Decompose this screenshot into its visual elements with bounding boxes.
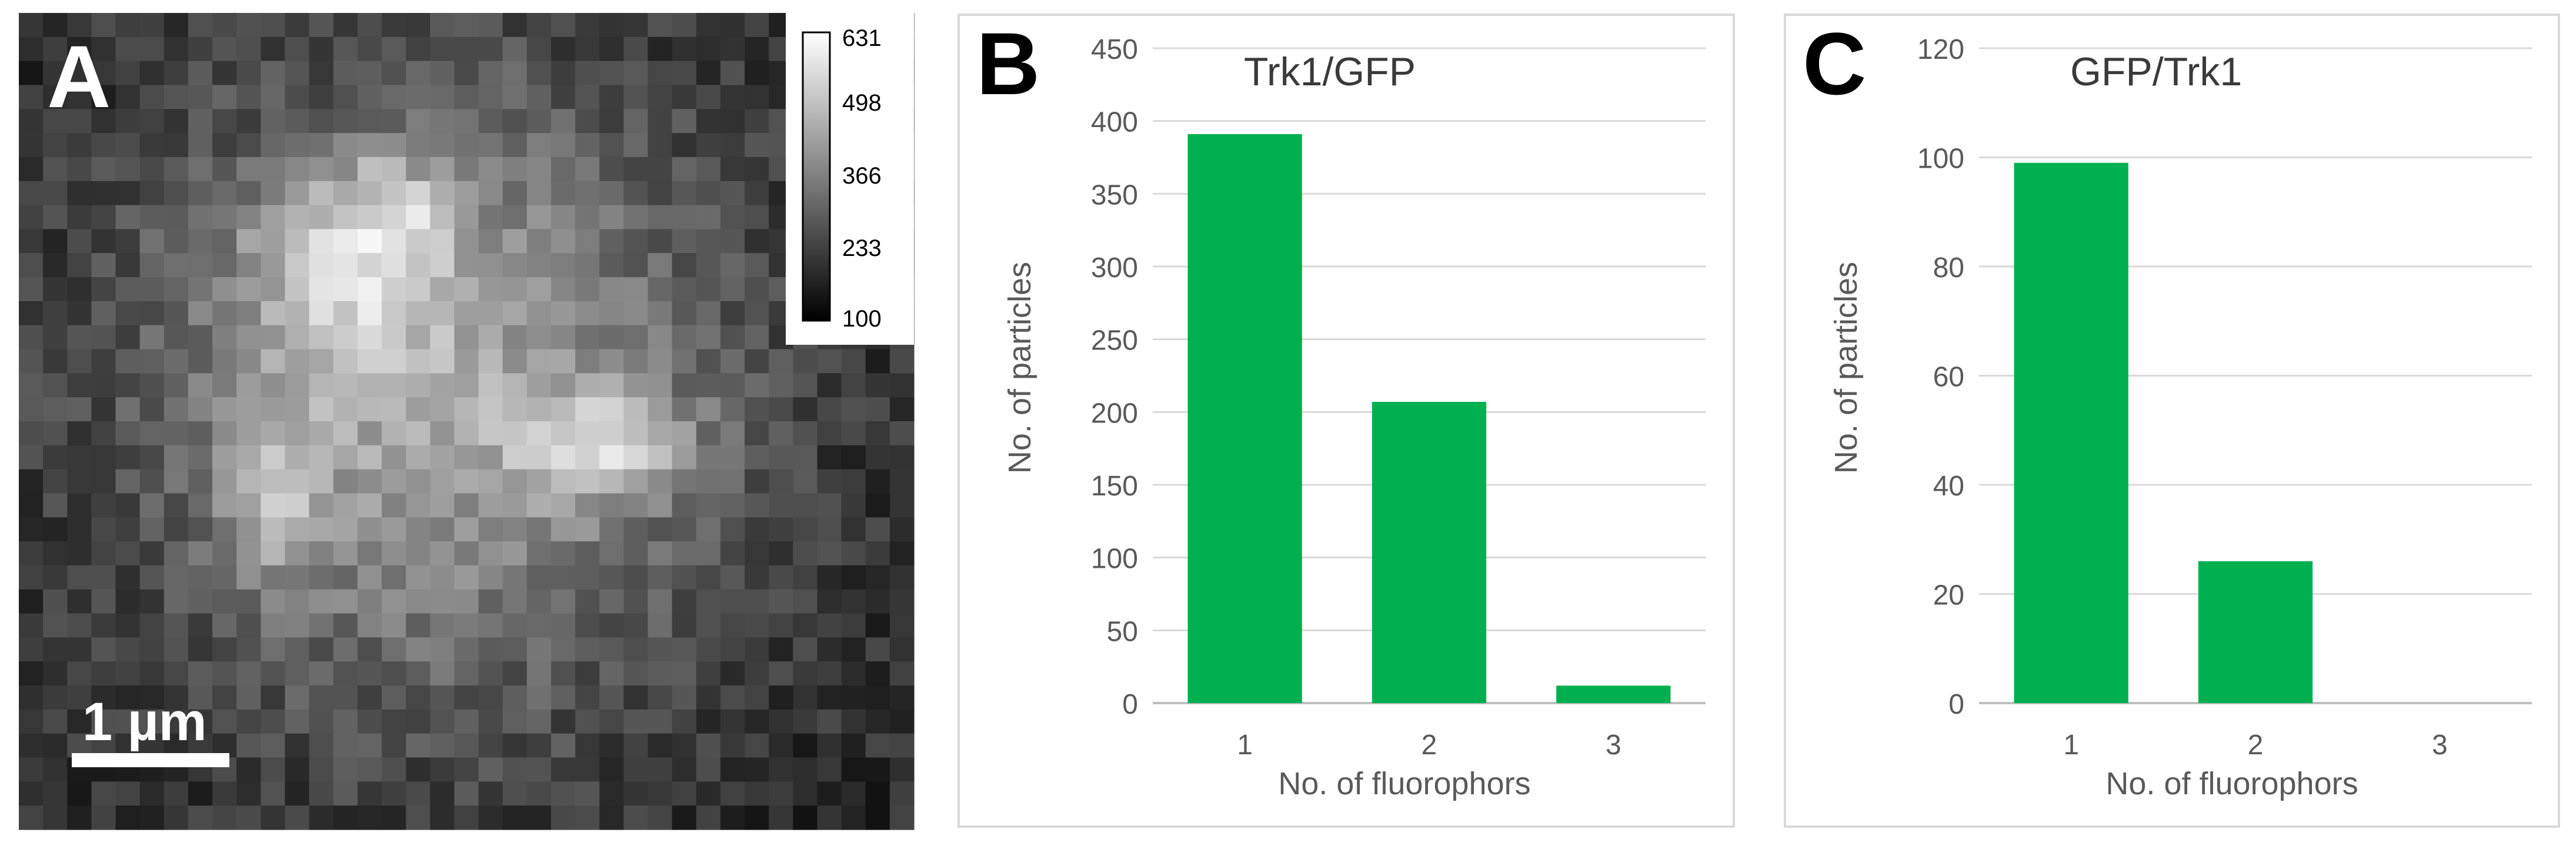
bar	[1372, 402, 1487, 703]
bar	[2198, 561, 2313, 703]
colorbar-tick-label: 498	[842, 90, 882, 116]
y-tick-label: 400	[1091, 107, 1138, 138]
x-tick-label: 2	[2248, 730, 2264, 761]
chart-title: GFP/Trk1	[2070, 49, 2242, 94]
y-tick-label: 40	[1933, 471, 1964, 502]
y-tick-label: 150	[1091, 471, 1138, 502]
y-tick-label: 120	[1917, 34, 1964, 65]
x-tick-label: 3	[2432, 730, 2448, 761]
colorbar-gradient	[802, 31, 831, 322]
x-tick-label: 3	[1606, 730, 1621, 761]
scale-bar: 1 µm	[72, 692, 229, 767]
panel-letter-c: C	[1803, 14, 1866, 113]
colorbar-tick-label: 366	[842, 163, 882, 189]
y-tick-labels: 0 50 100 150 200 250 300 350 400 450	[1091, 34, 1138, 720]
panel-letter-a: A	[47, 27, 111, 126]
bar	[1556, 685, 1671, 703]
scale-bar-line	[72, 753, 229, 767]
colorbar-tick-label: 100	[842, 306, 882, 332]
panel-b: 0 50 100 150 200 250 300 350 400 450 1 2 3 B Trk1/G…	[957, 14, 1735, 828]
y-tick-label: 350	[1091, 179, 1138, 211]
chart-frame	[1784, 14, 2560, 828]
chart-title: Trk1/GFP	[1244, 49, 1416, 94]
x-tick-label: 1	[1237, 730, 1253, 761]
y-tick-label: 0	[1122, 689, 1138, 720]
colorbar-tick-label: 233	[842, 235, 882, 261]
colorbar: 631 498 366 233 100	[786, 13, 914, 345]
y-tick-label: 300	[1091, 252, 1138, 284]
y-tick-label: 100	[1917, 144, 1964, 175]
y-tick-label: 0	[1948, 689, 1964, 720]
x-axis-label: No. of fluorophors	[1278, 766, 1530, 801]
y-tick-label: 50	[1107, 616, 1138, 647]
y-tick-label: 250	[1091, 325, 1138, 357]
y-tick-labels: 0 20 40 60 80 100 120	[1917, 34, 1964, 720]
y-tick-label: 80	[1933, 252, 1964, 284]
chart-frame	[957, 14, 1735, 828]
bar	[2014, 162, 2128, 703]
y-tick-label: 200	[1091, 398, 1138, 429]
y-tick-label: 100	[1091, 544, 1138, 575]
y-tick-label: 20	[1933, 580, 1964, 611]
x-tick-label: 1	[2063, 730, 2079, 761]
y-axis-label: No. of particles	[1002, 262, 1037, 474]
colorbar-tick-label: 631	[842, 25, 882, 51]
y-tick-label: 450	[1091, 34, 1138, 65]
panel-a: 631 498 366 233 100 A 1 µm	[19, 13, 915, 830]
bar	[1187, 134, 1302, 704]
panel-c: 0 20 40 60 80 100 120 1 2 3 C GFP/Trk1 No. of fl…	[1784, 14, 2560, 828]
y-axis-label: No. of particles	[1828, 262, 1864, 474]
x-tick-labels: 1 2 3	[1237, 730, 1621, 761]
x-tick-label: 2	[1422, 730, 1437, 761]
x-tick-labels: 1 2 3	[2063, 730, 2447, 761]
panel-letter-b: B	[976, 14, 1040, 113]
bars	[2014, 162, 2313, 703]
bars	[1187, 134, 1671, 704]
scale-bar-label: 1 µm	[82, 692, 207, 752]
y-tick-label: 60	[1933, 362, 1964, 393]
x-axis-label: No. of fluorophors	[2105, 766, 2358, 801]
